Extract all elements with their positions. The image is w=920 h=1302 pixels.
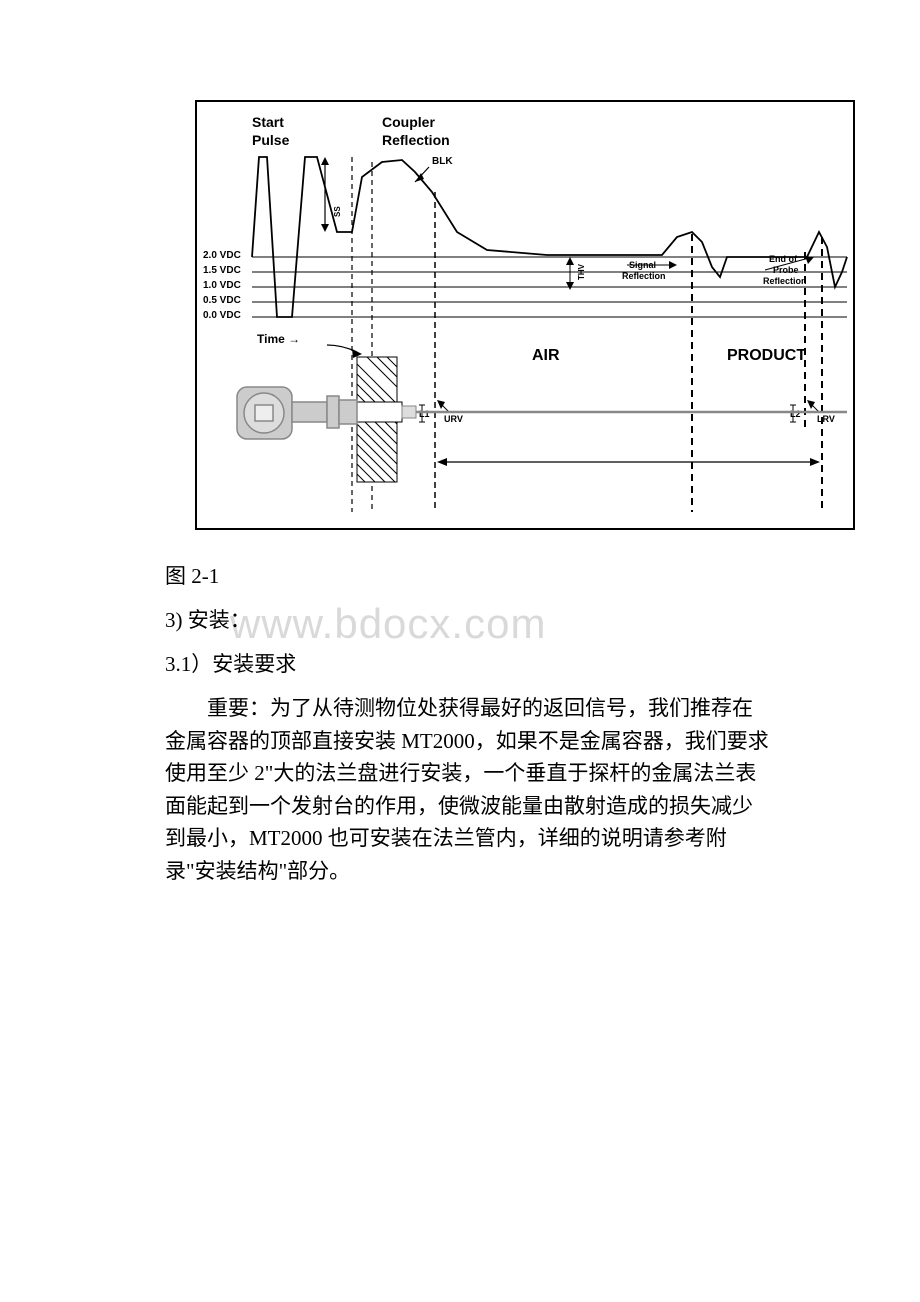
body-paragraph: 重要：为了从待测物位处获得最好的返回信号，我们推荐在金属容器的顶部直接安装 MT…: [165, 692, 770, 887]
section-3: 3) 安装：: [165, 604, 770, 634]
figure-caption: 图 2-1: [165, 560, 770, 590]
waveform-svg: [197, 102, 857, 532]
waveform-figure: 2.0 VDC 1.5 VDC 1.0 VDC 0.5 VDC 0.0 VDC …: [195, 100, 855, 530]
section-3-1: 3.1）安装要求: [165, 648, 770, 678]
